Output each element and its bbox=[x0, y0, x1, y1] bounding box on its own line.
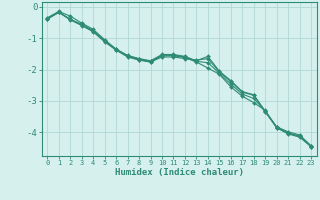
X-axis label: Humidex (Indice chaleur): Humidex (Indice chaleur) bbox=[115, 168, 244, 177]
